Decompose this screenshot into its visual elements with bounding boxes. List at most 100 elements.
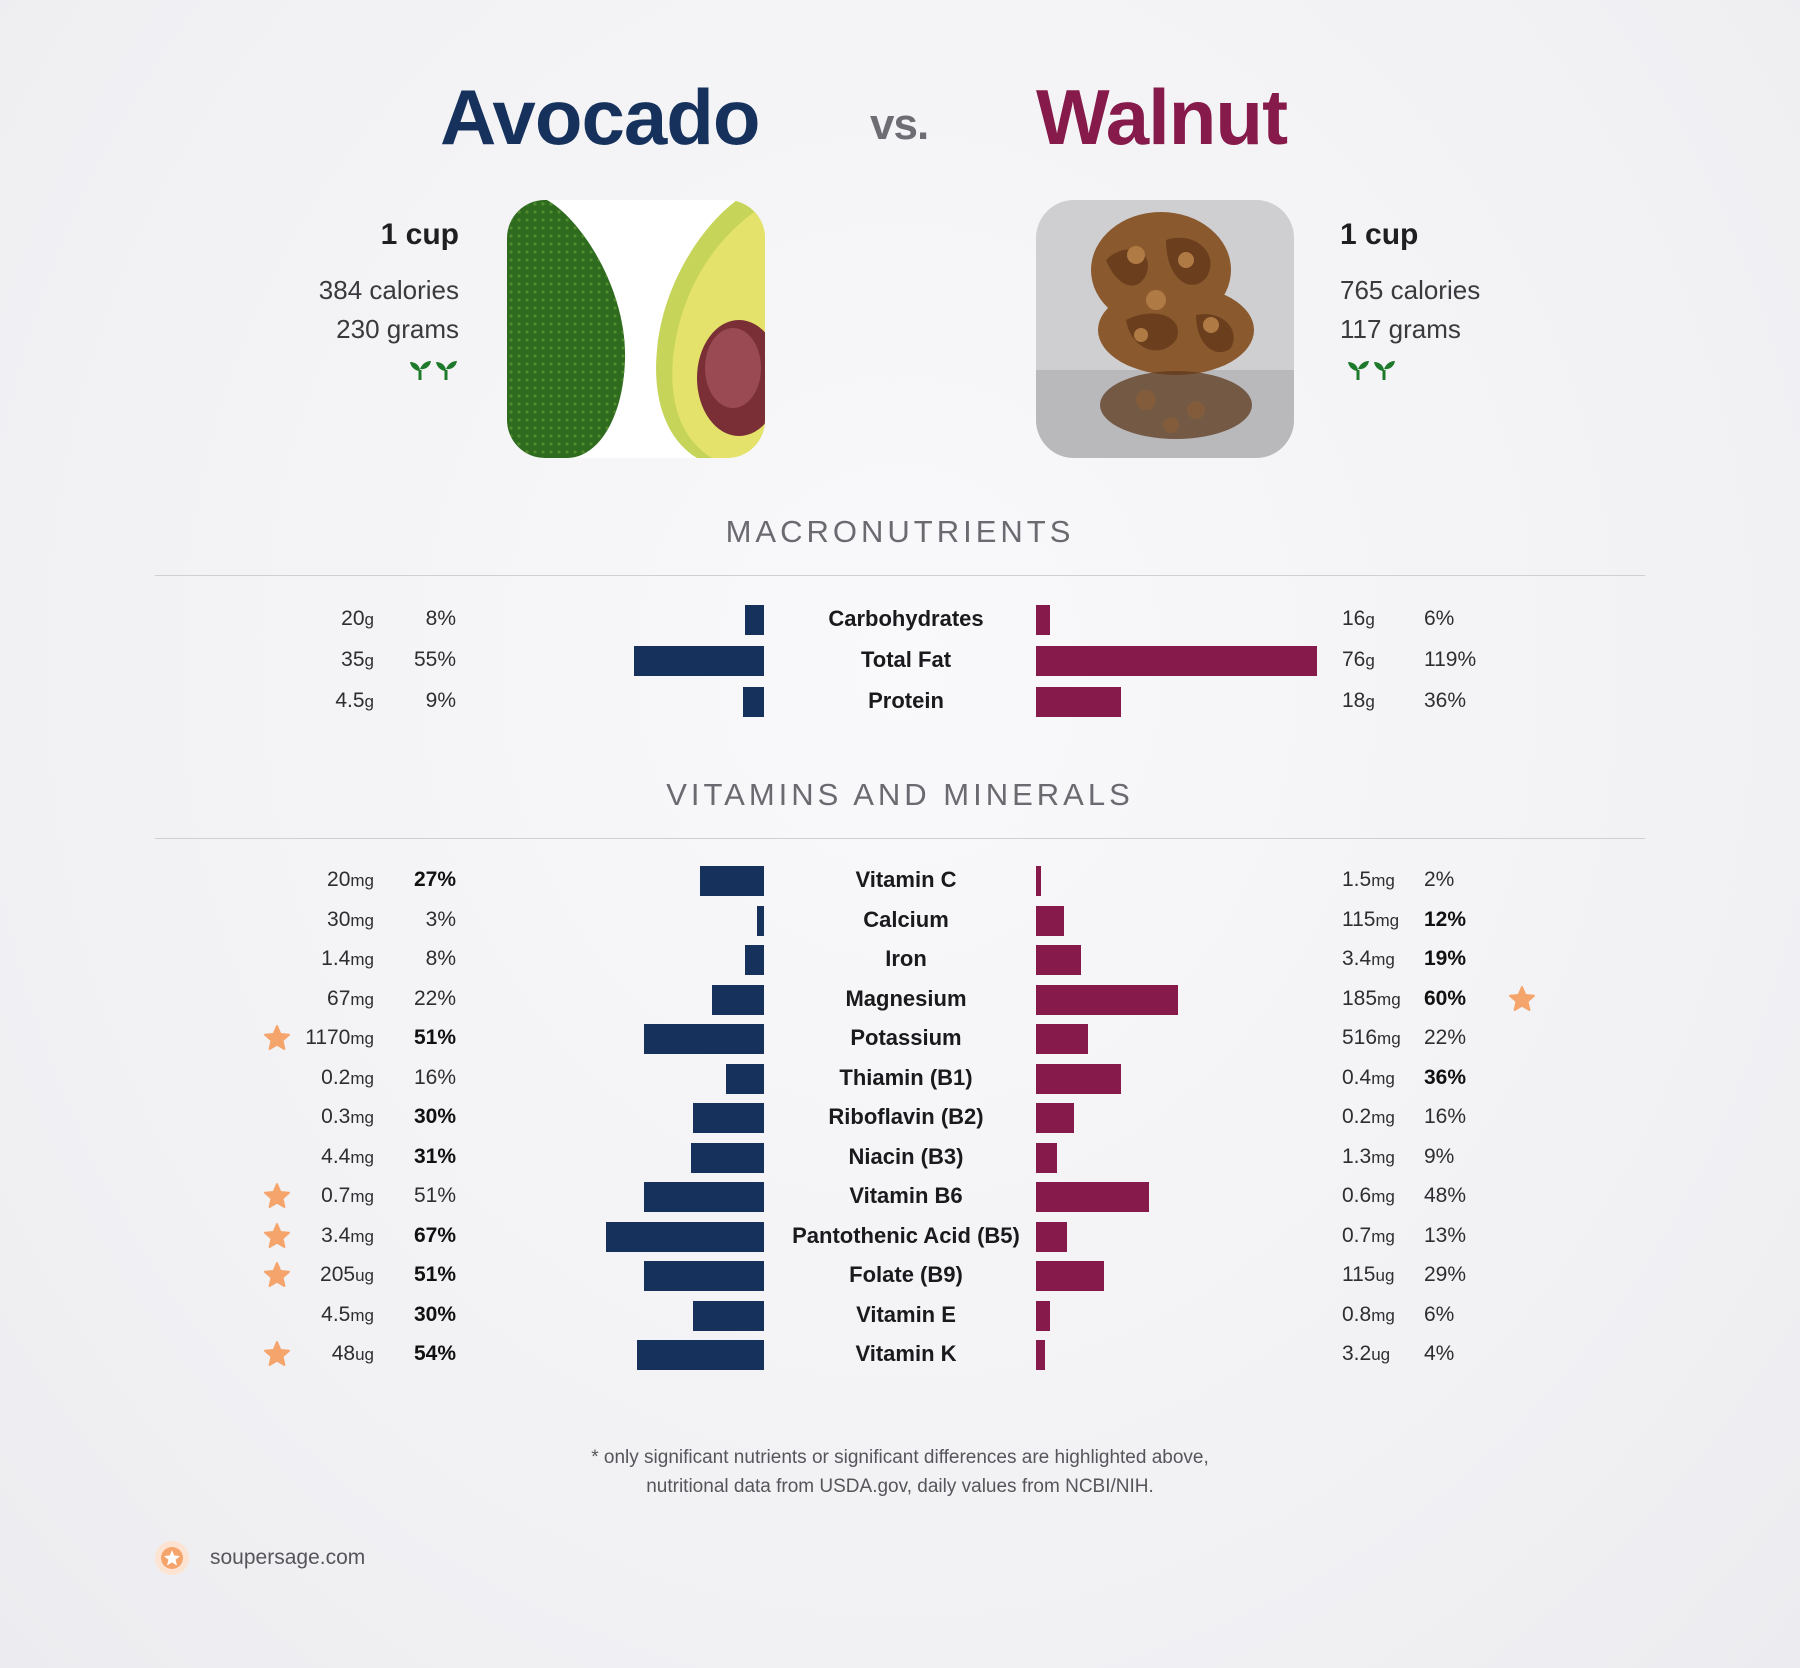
right-percent-label: 16% — [1424, 1105, 1467, 1128]
right-amount: 185mg — [1342, 979, 1401, 1020]
left-percent-label: 16% — [413, 1065, 456, 1089]
nutrient-row: 30mg 3% Calcium 115mg 12% — [0, 900, 1800, 940]
right-amount-value: 0.7 — [1342, 1223, 1372, 1247]
left-percent-label: 30% — [413, 1302, 456, 1326]
nutrient-label: Magnesium — [845, 985, 967, 1011]
left-amount-unit: mg — [350, 1068, 374, 1088]
left-bar — [700, 866, 764, 896]
walnut-photo — [1036, 200, 1294, 458]
left-percent-label: 8% — [425, 607, 456, 630]
left-percent-label: 51% — [413, 1184, 456, 1207]
right-bar — [1036, 984, 1178, 1015]
left-bar — [745, 605, 764, 635]
right-amount-unit: g — [1365, 692, 1375, 711]
avocado-photo — [507, 200, 765, 458]
left-amount-unit: mg — [350, 1305, 374, 1325]
vs-label: vs. — [870, 100, 929, 149]
right-amount: 0.2mg — [1342, 1097, 1395, 1138]
left-amount: 205ug — [320, 1255, 374, 1296]
right-bar — [1036, 945, 1081, 975]
left-amount: 20mg — [327, 860, 374, 901]
right-percent-label: 22% — [1424, 1026, 1467, 1049]
right-amount: 115ug — [1342, 1255, 1394, 1296]
left-percent-label: 55% — [413, 648, 456, 671]
macronutrients-title: MACRONUTRIENTS — [725, 514, 1075, 549]
soupersage-logo-icon — [155, 1541, 189, 1575]
right-amount: 0.7mg — [1342, 1216, 1395, 1257]
vegan-sprout-icon — [410, 361, 457, 380]
left-bar — [745, 945, 764, 975]
nutrient-row: 20mg 27% Vitamin C 1.5mg 2% — [0, 860, 1800, 900]
nutrient-row: 205ug 51% Folate (B9) 115ug 29% — [0, 1255, 1800, 1295]
left-percent-label: 22% — [413, 986, 456, 1010]
left-amount-value: 20 — [327, 868, 351, 891]
nutrient-row: 3.4mg 67% Pantothenic Acid (B5) 0.7mg 13% — [0, 1216, 1800, 1256]
right-bar — [1036, 687, 1121, 717]
left-amount-value: 1170 — [305, 1026, 351, 1049]
left-amount: 3.4mg — [321, 1216, 374, 1257]
left-amount: 20g — [341, 599, 374, 640]
right-amount-value: 1.3 — [1342, 1144, 1372, 1168]
right-amount-value: 1.5 — [1342, 868, 1372, 891]
right-bar — [1036, 605, 1051, 635]
nutrient-label: Niacin (B3) — [848, 1143, 964, 1169]
right-amount-value: 0.6 — [1342, 1184, 1372, 1207]
nutrient-row: 67mg 22% Magnesium 185mg 60% — [0, 979, 1800, 1019]
nutrient-label: Carbohydrates — [828, 606, 984, 631]
left-serving: 1 cup — [380, 218, 459, 251]
right-amount-unit: mg — [1371, 1226, 1395, 1246]
left-bar — [693, 1103, 764, 1133]
left-bar — [756, 905, 764, 936]
macros-divider — [155, 575, 1645, 576]
nutrient-label: Pantothenic Acid (B5) — [792, 1222, 1020, 1248]
right-calories: 765 calories — [1340, 275, 1481, 305]
right-food-title: Walnut — [1036, 73, 1288, 161]
left-amount-value: 205 — [320, 1263, 356, 1286]
nutrient-label: Iron — [885, 946, 927, 971]
left-amount-value: 0.3 — [321, 1105, 351, 1128]
right-bar — [1036, 1103, 1074, 1133]
left-bar — [742, 687, 764, 717]
right-amount-value: 185 — [1342, 986, 1378, 1010]
right-amount-value: 18 — [1342, 689, 1366, 712]
left-amount: 0.3mg — [321, 1097, 374, 1138]
nutrient-row: 20g 8% Carbohydrates 16g 6% — [0, 599, 1800, 639]
left-bar — [636, 1340, 764, 1370]
brand-link[interactable]: soupersage.com — [210, 1546, 366, 1569]
left-bar — [634, 646, 764, 676]
right-amount-unit: g — [1365, 651, 1375, 670]
right-percent-label: 119% — [1424, 648, 1477, 671]
right-bar — [1036, 1300, 1051, 1331]
right-amount: 1.5mg — [1342, 860, 1395, 901]
right-percent-label: 2% — [1424, 868, 1455, 891]
right-amount: 1.3mg — [1342, 1137, 1395, 1178]
left-amount-value: 48 — [331, 1342, 356, 1365]
right-percent-label: 9% — [1424, 1144, 1455, 1168]
left-amount-value: 30 — [327, 907, 351, 931]
right-amount-unit: g — [1365, 610, 1375, 629]
left-amount-unit: mg — [350, 989, 374, 1009]
right-amount-value: 516 — [1342, 1026, 1378, 1049]
right-percent-label: 19% — [1424, 947, 1467, 970]
right-percent-label: 36% — [1424, 689, 1467, 712]
right-bar — [1036, 1063, 1121, 1094]
left-amount-unit: mg — [350, 1108, 374, 1127]
highlight-star-icon — [263, 1340, 291, 1368]
left-bar — [643, 1024, 764, 1054]
left-calories: 384 calories — [318, 275, 459, 305]
right-percent-label: 6% — [1424, 1302, 1455, 1326]
nutrient-label: Vitamin E — [856, 1301, 956, 1327]
right-bar — [1036, 1261, 1105, 1291]
nutrient-label: Vitamin C — [855, 867, 957, 892]
footnote-line-2: nutritional data from USDA.gov, daily va… — [646, 1476, 1154, 1497]
right-amount-value: 115 — [1342, 907, 1376, 931]
right-amount-value: 0.8 — [1342, 1302, 1372, 1326]
right-amount-unit: mg — [1371, 950, 1395, 969]
highlight-star-icon — [263, 1222, 291, 1250]
nutrient-label: Calcium — [863, 906, 949, 932]
vegan-sprout-icon — [1348, 361, 1395, 380]
left-amount-value: 4.5 — [335, 689, 365, 712]
left-percent-label: 54% — [413, 1342, 456, 1365]
left-amount-value: 4.4 — [321, 1144, 351, 1168]
nutrient-row: 4.4mg 31% Niacin (B3) 1.3mg 9% — [0, 1137, 1800, 1177]
